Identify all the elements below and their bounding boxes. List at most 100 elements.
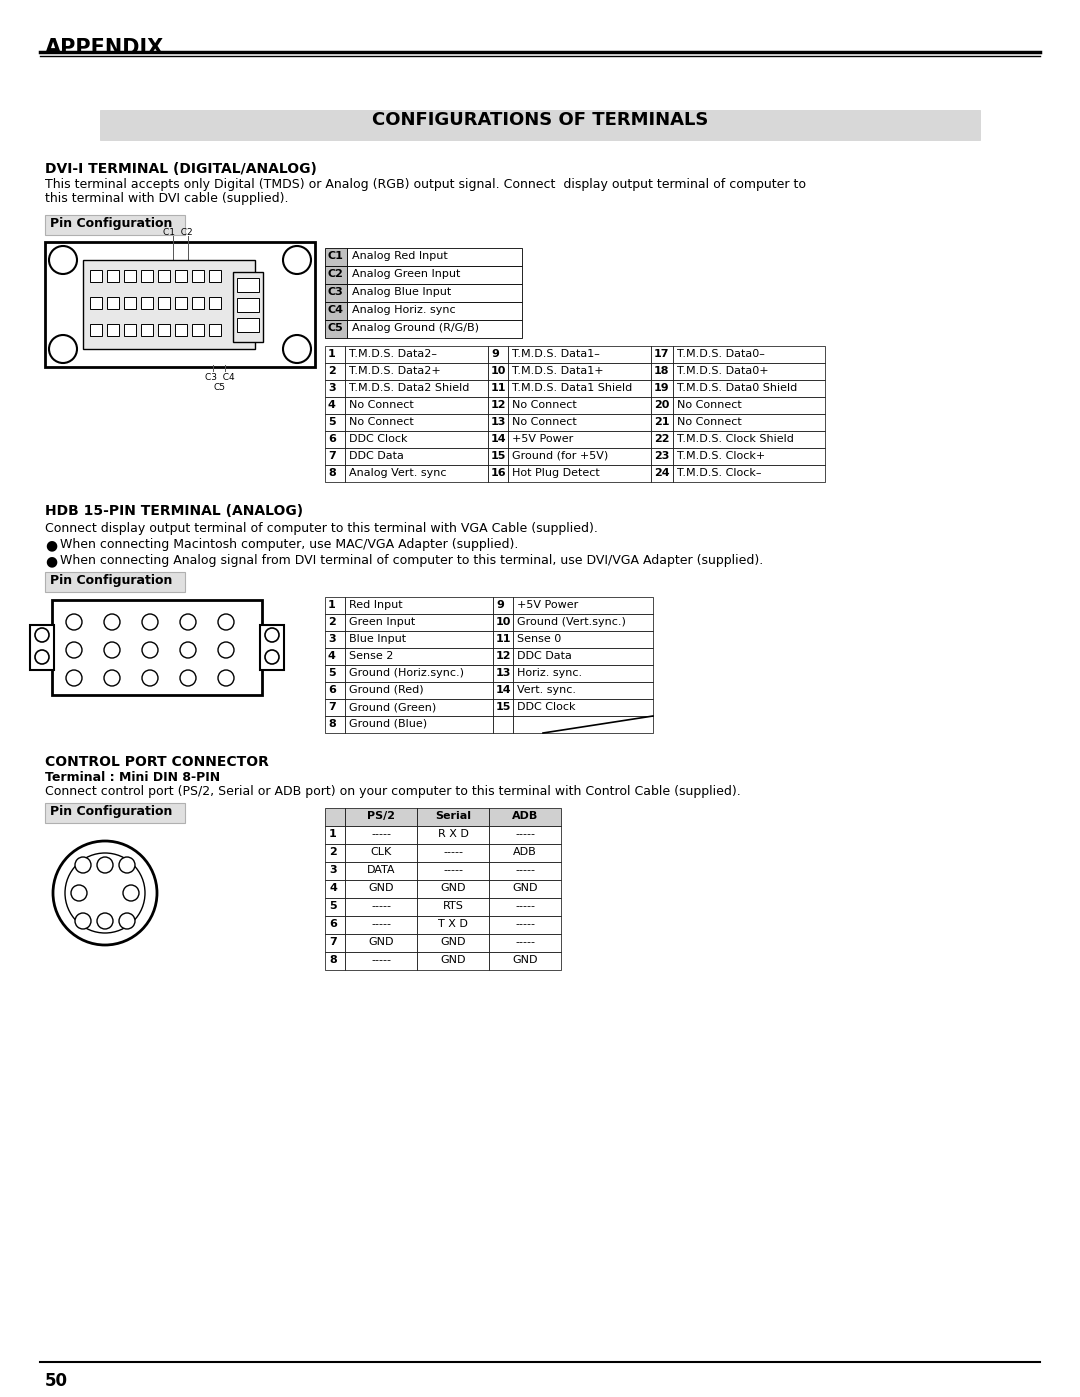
Text: 7: 7 xyxy=(328,451,336,461)
FancyBboxPatch shape xyxy=(492,615,513,631)
FancyBboxPatch shape xyxy=(345,465,488,482)
FancyBboxPatch shape xyxy=(175,298,187,309)
Text: T.M.D.S. Data0+: T.M.D.S. Data0+ xyxy=(677,366,769,376)
Text: Ground (Horiz.sync.): Ground (Horiz.sync.) xyxy=(349,668,464,678)
FancyBboxPatch shape xyxy=(347,284,522,302)
Circle shape xyxy=(49,246,77,274)
FancyBboxPatch shape xyxy=(345,432,488,448)
Circle shape xyxy=(97,914,113,929)
FancyBboxPatch shape xyxy=(325,717,345,733)
FancyBboxPatch shape xyxy=(417,935,489,951)
FancyBboxPatch shape xyxy=(210,298,221,309)
FancyBboxPatch shape xyxy=(651,380,673,397)
Text: C5: C5 xyxy=(213,383,225,393)
Text: GND: GND xyxy=(512,956,538,965)
FancyBboxPatch shape xyxy=(345,397,488,414)
Text: Analog Blue Input: Analog Blue Input xyxy=(352,286,451,298)
Text: 21: 21 xyxy=(654,416,670,427)
FancyBboxPatch shape xyxy=(45,571,185,592)
Text: Red Input: Red Input xyxy=(349,599,403,610)
FancyBboxPatch shape xyxy=(325,807,345,826)
FancyBboxPatch shape xyxy=(489,880,561,898)
FancyBboxPatch shape xyxy=(651,346,673,363)
Text: 14: 14 xyxy=(496,685,512,694)
FancyBboxPatch shape xyxy=(325,465,345,482)
FancyBboxPatch shape xyxy=(492,648,513,665)
Text: -----: ----- xyxy=(515,828,535,840)
Text: 1: 1 xyxy=(224,617,229,627)
Text: Analog Vert. sync: Analog Vert. sync xyxy=(349,468,446,478)
Text: ADB: ADB xyxy=(513,847,537,856)
Text: 10: 10 xyxy=(69,645,79,655)
Text: Analog Red Input: Analog Red Input xyxy=(352,251,448,261)
Text: T.M.D.S. Data1–: T.M.D.S. Data1– xyxy=(512,349,599,359)
FancyBboxPatch shape xyxy=(345,880,417,898)
FancyBboxPatch shape xyxy=(513,717,653,733)
Text: RTS: RTS xyxy=(443,901,463,911)
Text: 10: 10 xyxy=(496,617,511,627)
Text: 5: 5 xyxy=(328,416,336,427)
Text: 3: 3 xyxy=(328,634,336,644)
Text: C3: C3 xyxy=(327,286,342,298)
FancyBboxPatch shape xyxy=(488,465,508,482)
Text: 4: 4 xyxy=(329,883,337,893)
FancyBboxPatch shape xyxy=(325,320,347,338)
FancyBboxPatch shape xyxy=(417,916,489,935)
FancyBboxPatch shape xyxy=(345,826,417,844)
Text: 4: 4 xyxy=(109,617,114,627)
Text: 11: 11 xyxy=(496,634,512,644)
Text: No Connect: No Connect xyxy=(512,416,577,427)
FancyBboxPatch shape xyxy=(325,880,345,898)
FancyBboxPatch shape xyxy=(237,319,259,332)
Circle shape xyxy=(119,914,135,929)
Text: ●: ● xyxy=(45,555,57,569)
Text: CONFIGURATIONS OF TERMINALS: CONFIGURATIONS OF TERMINALS xyxy=(372,110,708,129)
FancyBboxPatch shape xyxy=(345,648,492,665)
Text: No Connect: No Connect xyxy=(677,416,742,427)
Text: CONTROL PORT CONNECTOR: CONTROL PORT CONNECTOR xyxy=(45,754,269,768)
FancyBboxPatch shape xyxy=(508,432,651,448)
Text: 6: 6 xyxy=(329,919,337,929)
Circle shape xyxy=(180,671,195,686)
Text: Analog Ground (R/G/B): Analog Ground (R/G/B) xyxy=(352,323,480,332)
Text: 6: 6 xyxy=(328,685,336,694)
Circle shape xyxy=(104,643,120,658)
Text: 9: 9 xyxy=(491,349,499,359)
Text: 3: 3 xyxy=(329,865,337,875)
Text: -----: ----- xyxy=(372,919,391,929)
Text: No Connect: No Connect xyxy=(677,400,742,409)
Text: 13: 13 xyxy=(491,416,507,427)
FancyBboxPatch shape xyxy=(175,324,187,337)
FancyBboxPatch shape xyxy=(508,363,651,380)
Text: 8: 8 xyxy=(80,861,85,870)
Text: Sense 2: Sense 2 xyxy=(349,651,393,661)
Text: 2: 2 xyxy=(328,366,336,376)
FancyBboxPatch shape xyxy=(124,298,136,309)
Text: GND: GND xyxy=(368,937,394,947)
Text: -----: ----- xyxy=(372,828,391,840)
Text: Vert. sync.: Vert. sync. xyxy=(517,685,576,694)
Text: Terminal : Mini DIN 8-PIN: Terminal : Mini DIN 8-PIN xyxy=(45,771,220,784)
Text: Green Input: Green Input xyxy=(349,617,415,627)
Text: HDB 15-PIN TERMINAL (ANALOG): HDB 15-PIN TERMINAL (ANALOG) xyxy=(45,504,303,518)
Text: Blue Input: Blue Input xyxy=(349,634,406,644)
Text: 8: 8 xyxy=(329,956,337,965)
FancyBboxPatch shape xyxy=(325,284,347,302)
Text: GND: GND xyxy=(441,937,465,947)
FancyBboxPatch shape xyxy=(513,631,653,648)
Circle shape xyxy=(35,629,49,643)
FancyBboxPatch shape xyxy=(124,324,136,337)
FancyBboxPatch shape xyxy=(83,260,255,349)
FancyBboxPatch shape xyxy=(192,324,204,337)
FancyBboxPatch shape xyxy=(141,298,153,309)
Text: Analog Horiz. sync: Analog Horiz. sync xyxy=(352,305,456,314)
Text: 7: 7 xyxy=(186,645,191,655)
FancyBboxPatch shape xyxy=(325,844,345,862)
FancyBboxPatch shape xyxy=(325,249,347,265)
Circle shape xyxy=(66,615,82,630)
Circle shape xyxy=(180,643,195,658)
Text: DVI-I TERMINAL (DIGITAL/ANALOG): DVI-I TERMINAL (DIGITAL/ANALOG) xyxy=(45,162,316,176)
FancyBboxPatch shape xyxy=(325,951,345,970)
Text: No Connect: No Connect xyxy=(512,400,577,409)
Text: 15: 15 xyxy=(69,673,79,683)
